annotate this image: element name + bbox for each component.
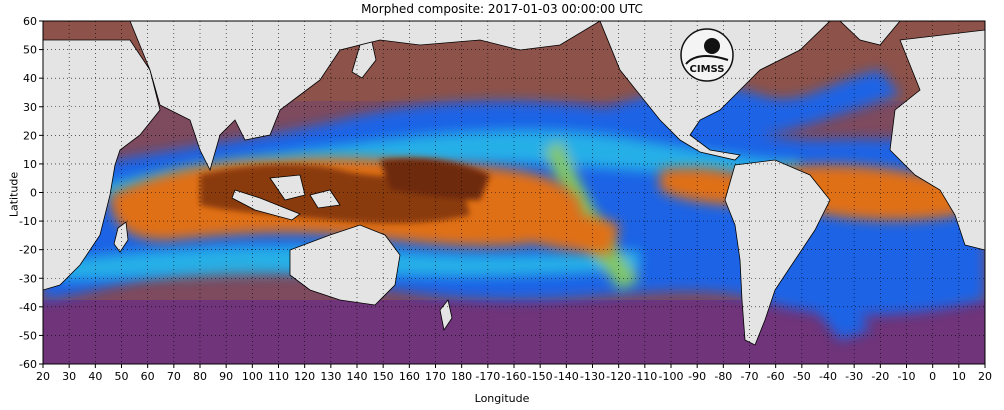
y-tick-label: 40 <box>23 72 37 85</box>
x-tick-label: 100 <box>242 370 263 383</box>
x-tick-label: -150 <box>528 370 553 383</box>
x-tick-label: -20 <box>871 370 889 383</box>
south-america-land <box>724 159 831 346</box>
x-tick-label: -10 <box>898 370 916 383</box>
y-tick-label: 0 <box>30 187 37 200</box>
x-tick-label: 40 <box>88 370 102 383</box>
y-tick-label: -20 <box>19 244 37 257</box>
x-tick-label: 120 <box>294 370 315 383</box>
x-tick-label: 130 <box>320 370 341 383</box>
x-tick-label: 90 <box>219 370 233 383</box>
x-tick-labels: 20 30 40 50 60 70 80 90 100 110 120 130 140 150 160 170… <box>36 364 992 383</box>
australia-land <box>289 224 401 306</box>
x-axis-label: Longitude <box>474 392 530 405</box>
madagascar-land <box>113 221 129 253</box>
y-tick-labels: 60 50 40 30 20 10 0 -10 -20 -30 -40 -50 -60 <box>19 15 43 371</box>
x-tick-label: 140 <box>347 370 368 383</box>
japan-land <box>351 41 377 79</box>
y-tick-label: 60 <box>23 15 37 28</box>
x-tick-label: 180 <box>451 370 472 383</box>
x-tick-label: 150 <box>373 370 394 383</box>
x-tick-label: 50 <box>115 370 129 383</box>
x-tick-label: 10 <box>952 370 966 383</box>
x-tick-label: 110 <box>268 370 289 383</box>
x-tick-label: 60 <box>141 370 155 383</box>
x-tick-label: 70 <box>167 370 181 383</box>
x-tick-label: -140 <box>554 370 579 383</box>
y-tick-label: 30 <box>23 101 37 114</box>
new-zealand-land <box>439 299 453 332</box>
land-masses <box>43 21 985 346</box>
x-tick-label: -70 <box>741 370 759 383</box>
eurasia-land <box>129 21 601 172</box>
x-tick-label: -130 <box>580 370 605 383</box>
x-tick-label: 80 <box>193 370 207 383</box>
x-tick-label: -170 <box>475 370 500 383</box>
x-tick-label: -110 <box>632 370 657 383</box>
y-tick-label: 20 <box>23 129 37 142</box>
x-tick-label: -40 <box>819 370 837 383</box>
west-africa-land <box>889 29 985 251</box>
x-tick-label: -160 <box>502 370 527 383</box>
x-tick-label: 0 <box>929 370 936 383</box>
x-tick-label: -100 <box>659 370 684 383</box>
north-america-land <box>599 21 831 161</box>
x-tick-label: 20 <box>36 370 50 383</box>
y-tick-label: -10 <box>19 215 37 228</box>
x-tick-label: 30 <box>62 370 76 383</box>
x-tick-label: -90 <box>688 370 706 383</box>
cimss-logo: CIMSS <box>680 28 734 82</box>
map-title: Morphed composite: 2017-01-03 00:00:00 U… <box>361 2 643 16</box>
y-tick-label: -60 <box>19 358 37 371</box>
greenland-land <box>839 21 901 46</box>
x-tick-label: -120 <box>606 370 631 383</box>
x-tick-label: -80 <box>714 370 732 383</box>
y-tick-label: 50 <box>23 44 37 57</box>
x-tick-label: -30 <box>845 370 863 383</box>
logo-text: CIMSS <box>690 64 725 75</box>
y-tick-label: -40 <box>19 301 37 314</box>
x-tick-label: 20 <box>978 370 992 383</box>
x-tick-label: 170 <box>425 370 446 383</box>
y-tick-label: -30 <box>19 272 37 285</box>
y-tick-label: 10 <box>23 158 37 171</box>
x-tick-label: -60 <box>767 370 785 383</box>
y-tick-label: -50 <box>19 329 37 342</box>
x-tick-label: 160 <box>399 370 420 383</box>
x-tick-label: -50 <box>793 370 811 383</box>
